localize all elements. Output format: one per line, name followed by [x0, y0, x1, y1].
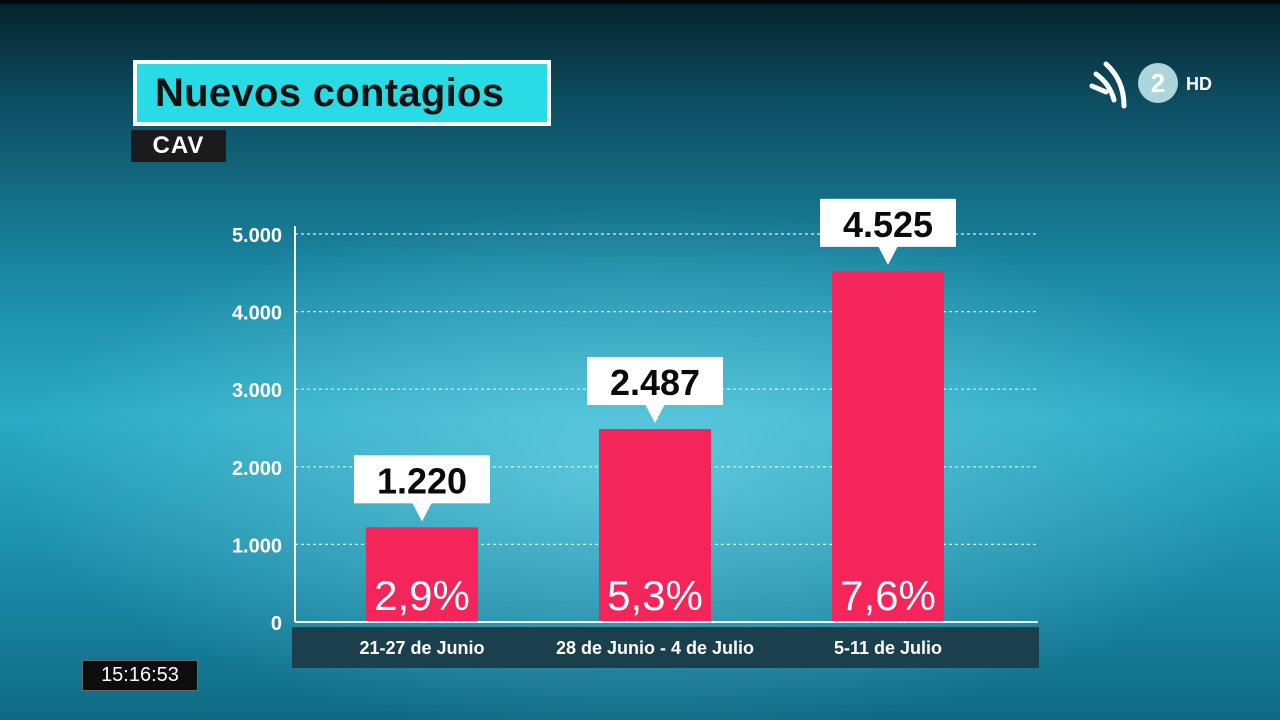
bar-percent-label: 5,3% [607, 572, 703, 619]
value-label: 1.220 [377, 460, 467, 501]
value-callout-pointer [645, 404, 665, 424]
bar [366, 527, 478, 622]
x-axis-band [292, 627, 1039, 668]
value-callout-box [820, 198, 956, 247]
channel-number: 2 [1151, 68, 1165, 98]
bar [832, 270, 944, 622]
region-label: CAV [131, 130, 226, 162]
value-callout-box [354, 455, 490, 504]
bar [599, 429, 711, 622]
chart-title: Nuevos contagios [155, 70, 505, 115]
top-border [0, 0, 1280, 4]
broadcast-waves-icon [1089, 61, 1127, 109]
channel-logo: 2 HD [1089, 61, 1212, 109]
y-tick-label: 2.000 [232, 458, 282, 480]
title-box: Nuevos contagios [133, 60, 551, 126]
y-tick-label: 3.000 [232, 380, 282, 402]
value-label: 4.525 [843, 204, 933, 245]
y-tick-label: 0 [271, 613, 282, 635]
x-category-label: 21-27 de Junio [359, 638, 484, 658]
value-callout-box [587, 357, 723, 406]
value-callout-pointer [412, 502, 432, 522]
y-tick-label: 1.000 [232, 535, 282, 557]
x-category-label: 28 de Junio - 4 de Julio [556, 638, 754, 658]
channel-number-badge [1138, 63, 1178, 103]
bar-percent-label: 2,9% [374, 572, 470, 619]
value-callout-pointer [878, 245, 898, 265]
bar-percent-label: 7,6% [840, 572, 936, 619]
x-category-label: 5-11 de Julio [834, 638, 942, 658]
y-tick-label: 5.000 [232, 225, 282, 247]
channel-quality: HD [1186, 74, 1212, 94]
clock: 15:16:53 [82, 660, 198, 691]
value-label: 2.487 [610, 362, 700, 403]
y-tick-label: 4.000 [232, 303, 282, 325]
